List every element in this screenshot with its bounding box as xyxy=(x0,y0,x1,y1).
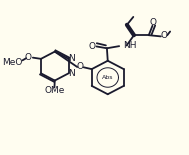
Text: O: O xyxy=(77,62,84,71)
Text: O: O xyxy=(149,18,156,27)
Text: OMe: OMe xyxy=(44,86,65,95)
Text: O: O xyxy=(161,31,168,40)
Text: N: N xyxy=(68,69,75,78)
Text: NH: NH xyxy=(124,41,137,50)
Text: MeO: MeO xyxy=(2,58,22,67)
Text: O: O xyxy=(89,42,96,51)
Text: N: N xyxy=(68,54,75,63)
Text: Abs: Abs xyxy=(102,75,113,80)
Text: O: O xyxy=(24,53,31,62)
